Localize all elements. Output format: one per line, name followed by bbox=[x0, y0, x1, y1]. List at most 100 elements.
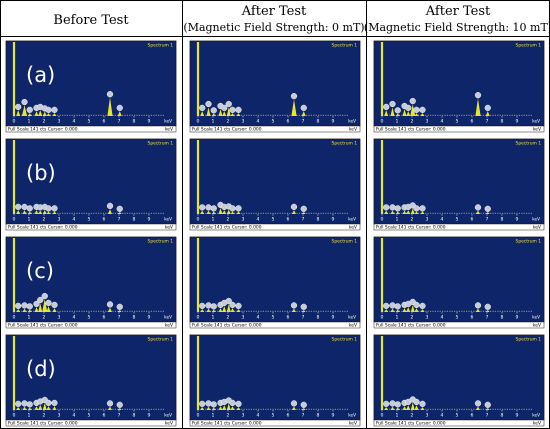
x-tick-label: 5 bbox=[272, 119, 275, 125]
spectrum-panel: 0 1 2 3 4 5 6 7 8 9 keV Spectrum 1 Full Scale 141 ct… bbox=[373, 236, 545, 329]
peak-marker bbox=[199, 302, 206, 310]
x-tick-label: 2 bbox=[411, 315, 414, 321]
x-tick-label: 5 bbox=[456, 217, 459, 223]
peak-marker bbox=[229, 399, 236, 407]
spectrum-peak bbox=[16, 309, 21, 312]
peak-marker bbox=[51, 106, 58, 114]
x-tick-label: 2 bbox=[227, 119, 230, 125]
spectrum-peak bbox=[485, 408, 490, 410]
spectrum-peak bbox=[27, 211, 32, 214]
spectrum-peak bbox=[301, 212, 306, 214]
spectrum-peak bbox=[292, 406, 296, 410]
peak-marker bbox=[51, 205, 58, 212]
status-footer-unit: keV bbox=[533, 421, 541, 427]
spectrum-peak bbox=[420, 113, 425, 116]
x-axis-unit: keV bbox=[164, 217, 172, 222]
x-axis-unit: keV bbox=[348, 315, 356, 320]
spectrum-peak bbox=[117, 408, 122, 410]
spectrum-peak bbox=[406, 307, 411, 312]
peak-marker bbox=[45, 399, 52, 407]
peak-marker bbox=[106, 91, 114, 98]
spectrum-peak bbox=[226, 107, 231, 116]
status-footer-text: Full Scale 141 cts Cursor: 0.000 bbox=[376, 421, 446, 427]
x-tick-label: 8 bbox=[501, 217, 504, 223]
x-tick-label: 6 bbox=[471, 119, 474, 125]
spectrum-peak bbox=[301, 408, 306, 410]
spectrum-peak bbox=[38, 303, 43, 312]
x-tick-label: 2 bbox=[411, 217, 414, 223]
x-axis-unit: keV bbox=[348, 413, 356, 418]
status-footer bbox=[5, 125, 177, 133]
peak-marker bbox=[394, 303, 401, 310]
peak-marker bbox=[21, 203, 28, 211]
spectrum-peak bbox=[226, 209, 231, 214]
peak-marker bbox=[210, 205, 217, 212]
status-footer-text: Full Scale 141 cts Cursor: 0.000 bbox=[192, 323, 262, 329]
peak-marker bbox=[383, 400, 390, 408]
status-footer bbox=[373, 125, 545, 133]
peak-marker bbox=[106, 301, 114, 308]
spectrum-peak bbox=[22, 210, 27, 214]
x-tick-label: 8 bbox=[317, 217, 320, 223]
x-tick-label: 5 bbox=[456, 315, 459, 321]
spectrum-peak bbox=[236, 211, 241, 214]
status-footer-unit: keV bbox=[533, 323, 541, 329]
spectrum-peak bbox=[16, 110, 21, 116]
peak-marker bbox=[205, 204, 212, 211]
spectrum-peak bbox=[12, 336, 16, 410]
spectrum-peak bbox=[16, 407, 21, 410]
spectrum-title: Spectrum 1 bbox=[516, 43, 542, 49]
spectrum-peak bbox=[384, 210, 389, 214]
x-tick-label: 1 bbox=[28, 119, 31, 125]
peak-marker bbox=[205, 302, 212, 309]
x-tick-label: 2 bbox=[43, 119, 46, 125]
x-tick-label: 1 bbox=[396, 217, 399, 223]
peak-marker bbox=[394, 401, 401, 408]
spectrum-peak bbox=[476, 210, 480, 214]
peak-marker bbox=[389, 100, 396, 108]
spectrum-peak bbox=[226, 403, 231, 410]
spectrum-peak bbox=[52, 113, 57, 116]
peak-marker bbox=[300, 104, 307, 112]
spectrum-peak bbox=[52, 406, 57, 410]
x-tick-label: 7 bbox=[302, 315, 305, 321]
x-tick-label: 0 bbox=[13, 217, 16, 223]
peak-marker bbox=[290, 302, 298, 309]
spectrum-peak bbox=[46, 211, 51, 214]
x-tick-label: 4 bbox=[73, 413, 76, 419]
spectrum-peak bbox=[410, 305, 415, 312]
peak-marker bbox=[383, 302, 390, 310]
spectrum-peak bbox=[301, 111, 306, 116]
x-tick-label: 4 bbox=[257, 217, 260, 223]
peak-marker bbox=[45, 299, 52, 307]
spectrum-peak bbox=[206, 210, 211, 214]
peak-marker bbox=[484, 401, 491, 408]
header-after-test-10mt: After Test bbox=[425, 4, 491, 19]
status-footer-unit: keV bbox=[349, 421, 357, 427]
spectrum-peak bbox=[12, 238, 16, 312]
spectrum-peak bbox=[380, 140, 384, 214]
peak-marker bbox=[389, 400, 396, 407]
spectrum-peak bbox=[196, 336, 200, 410]
x-tick-label: 1 bbox=[28, 217, 31, 223]
spectrum-peak bbox=[211, 309, 216, 312]
peak-marker bbox=[33, 300, 40, 308]
status-footer-unit: keV bbox=[533, 127, 541, 133]
spectrum-peak bbox=[108, 307, 112, 312]
peak-marker bbox=[419, 400, 426, 408]
x-tick-label: 5 bbox=[456, 119, 459, 125]
spectrum-peak bbox=[420, 211, 425, 214]
spectrum-panel: 0 1 2 3 4 5 6 7 8 9 keV Spectrum 1 Full Scale 141 ct… bbox=[189, 138, 361, 231]
x-axis-unit: keV bbox=[532, 119, 540, 124]
peak-marker bbox=[484, 303, 491, 310]
spectrum-peak bbox=[406, 111, 411, 116]
x-tick-label: 3 bbox=[426, 413, 429, 419]
peak-marker bbox=[389, 302, 396, 309]
plot-area bbox=[373, 40, 545, 127]
x-tick-label: 5 bbox=[272, 413, 275, 419]
x-tick-label: 2 bbox=[43, 315, 46, 321]
x-tick-label: 9 bbox=[516, 119, 519, 125]
spectrum-peak bbox=[226, 304, 231, 312]
spectrum-panel: 0 1 2 3 4 5 6 7 8 9 keV Spectrum 1 Full Scale 141 ct… bbox=[189, 334, 361, 427]
x-axis-unit: keV bbox=[348, 217, 356, 222]
